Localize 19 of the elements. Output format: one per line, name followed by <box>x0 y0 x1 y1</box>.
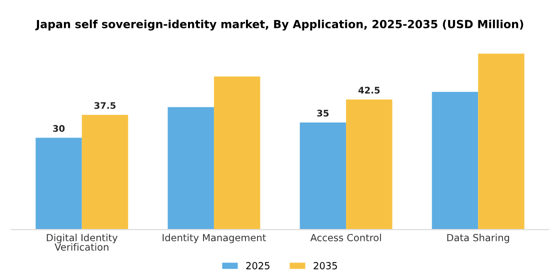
bar <box>82 114 128 230</box>
bar <box>300 122 346 230</box>
x-tick-label: Access Control <box>310 234 381 242</box>
chart-title: Japan self sovereign-identity market, By Application, 2025-2035 (USD Million) <box>35 20 524 31</box>
legend-label: 2025 <box>246 262 270 270</box>
bar <box>168 107 214 230</box>
bar <box>36 138 82 230</box>
legend-label: 2035 <box>314 262 337 270</box>
x-tick-label: Identity Management <box>162 234 266 244</box>
bar <box>432 92 478 230</box>
x-tick-label: Digital Identity Verification <box>46 234 118 251</box>
bar <box>478 54 524 230</box>
data-label: 35 <box>317 110 329 117</box>
x-tick-label: Data Sharing <box>447 234 510 244</box>
bar <box>346 100 392 230</box>
bar <box>214 76 260 230</box>
data-label: 37.5 <box>94 102 116 109</box>
data-label: 30 <box>53 125 65 132</box>
data-label: 42.5 <box>358 86 380 94</box>
